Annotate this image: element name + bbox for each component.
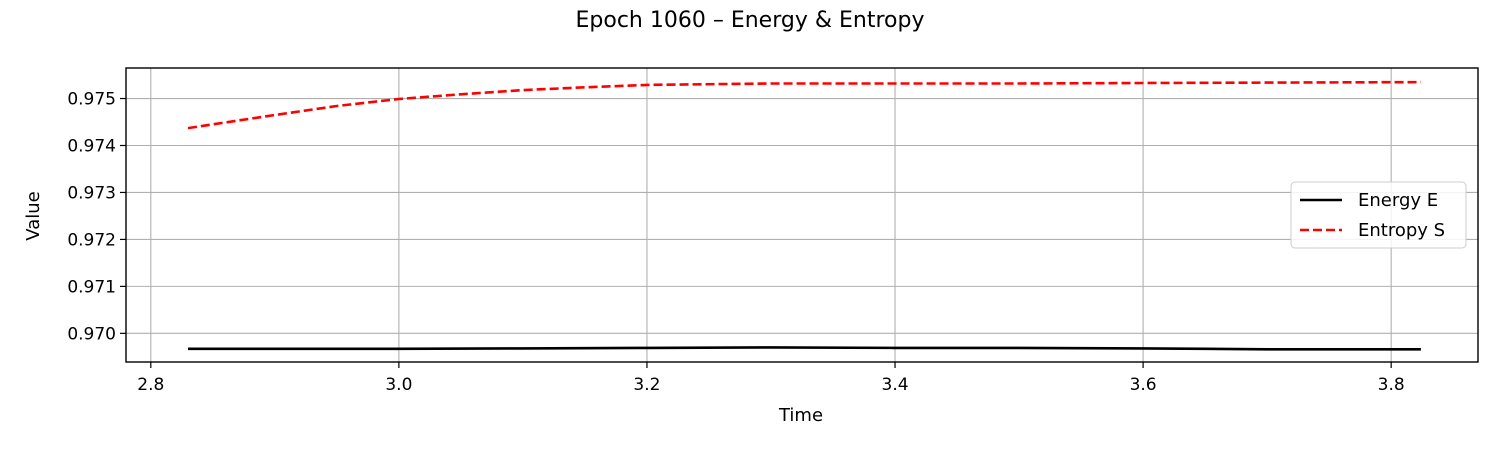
legend-box — [1290, 181, 1467, 249]
x-axis-label: Time — [778, 405, 823, 426]
y-tick-label: 0.971 — [67, 277, 116, 297]
axis-ticks: 2.8 3.0 3.2 3.4 3.6 3.8 0.970 0.971 0.972 0.973 0.… — [67, 90, 1404, 395]
y-tick-label: 0.974 — [67, 136, 116, 156]
legend-label: Entropy S — [1358, 220, 1445, 241]
x-tick-label: 2.8 — [137, 375, 164, 395]
plot-frame — [125, 67, 1479, 363]
x-tick-label: 3.6 — [1130, 375, 1157, 395]
x-tick-label: 3.0 — [385, 375, 412, 395]
legend: Energy E Entropy S — [1290, 181, 1467, 249]
y-tick-label: 0.975 — [67, 90, 116, 110]
y-tick-label: 0.970 — [67, 324, 116, 344]
series-line-entropy-s — [187, 80, 1421, 130]
series-lines — [187, 80, 1421, 351]
x-tick-label: 3.2 — [633, 375, 660, 395]
grid — [126, 68, 1478, 362]
y-axis-label: Value — [23, 191, 44, 240]
chart-title: Epoch 1060 – Energy & Entropy — [576, 8, 925, 33]
y-tick-label: 0.973 — [67, 183, 116, 203]
x-tick-label: 3.4 — [882, 375, 909, 395]
y-tick-label: 0.972 — [67, 230, 116, 250]
series-line-energy-e — [188, 346, 1421, 351]
x-tick-label: 3.8 — [1378, 375, 1405, 395]
legend-label: Energy E — [1358, 190, 1438, 211]
